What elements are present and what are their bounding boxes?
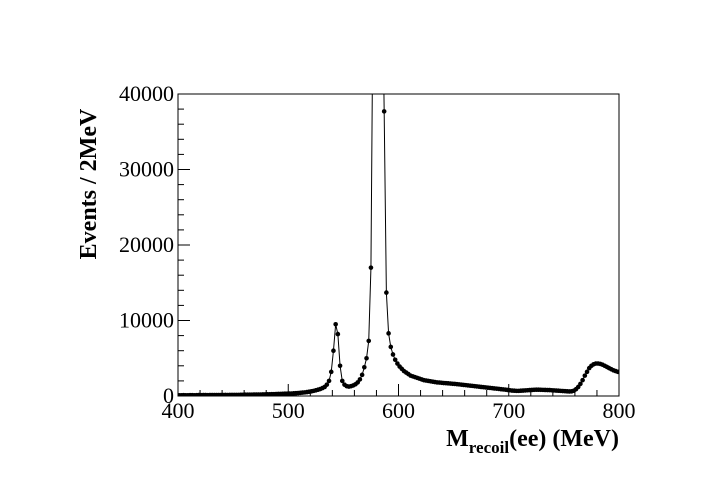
y-tick-label: 0 bbox=[163, 383, 174, 408]
data-point bbox=[390, 352, 396, 357]
data-point bbox=[337, 363, 343, 369]
y-axis-title: Events / 2MeV bbox=[76, 108, 102, 259]
x-tick-label: 500 bbox=[272, 398, 305, 423]
data-point bbox=[324, 382, 330, 387]
data-point bbox=[359, 372, 365, 378]
data-point bbox=[362, 365, 367, 370]
data-point bbox=[328, 369, 334, 375]
data-point bbox=[333, 321, 338, 327]
x-title-rest: (ee) (MeV) bbox=[509, 426, 619, 452]
data-point bbox=[381, 109, 387, 114]
data-point bbox=[357, 377, 363, 382]
frame bbox=[177, 93, 620, 397]
data-point bbox=[388, 344, 394, 350]
data-point bbox=[615, 369, 619, 375]
data-point bbox=[368, 265, 374, 270]
y-tick-label: 30000 bbox=[119, 157, 174, 182]
x-title-sub: recoil bbox=[469, 438, 510, 457]
x-axis-title: Mrecoil(ee) (MeV) bbox=[446, 426, 619, 457]
data-point bbox=[580, 377, 585, 383]
x-tick-label: 800 bbox=[603, 398, 636, 423]
x-tick-label: 600 bbox=[382, 398, 415, 423]
data-point bbox=[386, 331, 391, 336]
data-point bbox=[392, 357, 398, 363]
x-tick-label: 400 bbox=[162, 398, 195, 423]
data-point bbox=[364, 355, 369, 361]
data-point bbox=[582, 373, 588, 378]
data-point bbox=[384, 290, 389, 295]
data-line bbox=[179, 94, 619, 396]
data-point bbox=[335, 331, 341, 337]
data-point bbox=[578, 381, 583, 387]
x-title-main: M bbox=[446, 426, 469, 452]
data-point bbox=[366, 338, 372, 344]
y-tick-label: 10000 bbox=[119, 308, 174, 333]
plot-area bbox=[178, 94, 619, 396]
y-tick-label: 40000 bbox=[119, 81, 174, 106]
data-point bbox=[339, 378, 345, 384]
data-point bbox=[584, 369, 590, 375]
x-tick-label: 700 bbox=[492, 398, 525, 423]
data-point bbox=[326, 378, 332, 384]
y-tick-label: 20000 bbox=[119, 232, 174, 257]
data-point bbox=[331, 348, 336, 354]
